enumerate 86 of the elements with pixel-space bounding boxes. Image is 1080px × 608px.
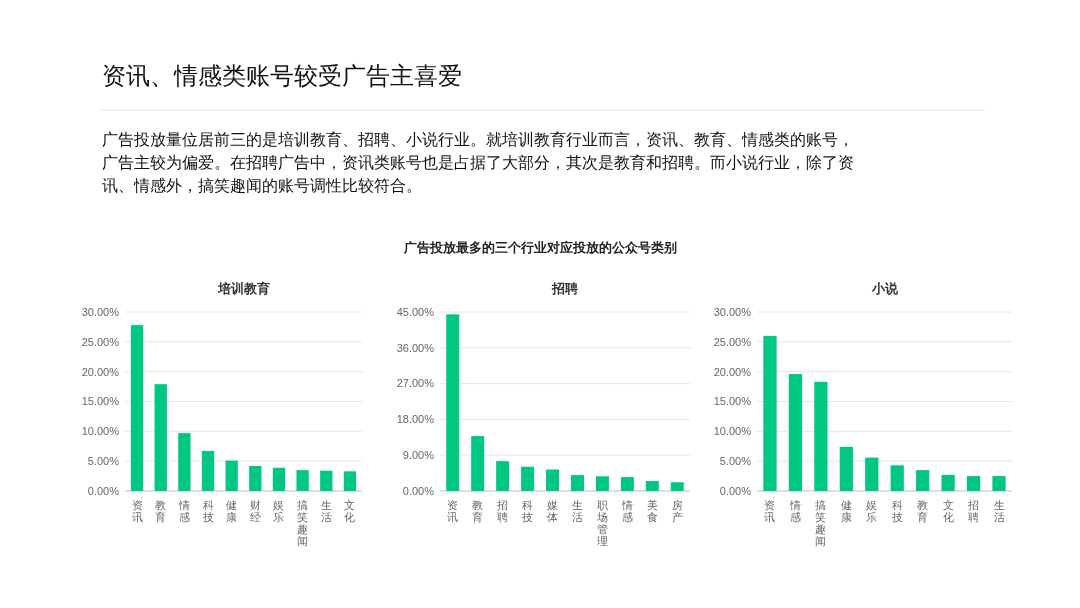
bar — [471, 436, 485, 491]
bar — [249, 465, 262, 491]
x-tick-label: 资讯 — [447, 498, 459, 523]
bar — [763, 335, 777, 491]
y-tick-label: 0.00% — [402, 484, 435, 497]
chart-title: 招聘 — [551, 281, 578, 296]
bar — [570, 475, 584, 491]
bar — [916, 470, 930, 491]
y-tick-label: 25.00% — [81, 335, 120, 348]
text: 广告投放量位居前三的是培训教育、招聘、小说行业。就培训教育行业而言，资讯、教育、情感类的账号，广告主较为偏爱。在招聘广告中，资讯类账号也是占据了大部分，其次是教育和招聘。而小说行业，除了资讯、情感外，搞笑趣闻的账号调性比较符合。 — [102, 131, 854, 194]
bar — [272, 467, 286, 491]
bar — [595, 476, 609, 491]
y-tick-label: 30.00% — [81, 305, 120, 318]
bar — [130, 325, 144, 491]
y-tick-label: 15.00% — [713, 395, 752, 408]
y-tick-label: 9.00% — [402, 449, 435, 462]
x-tick-label: 招聘 — [496, 498, 509, 523]
y-tick-label: 15.00% — [81, 395, 120, 408]
x-tick-label: 资讯 — [131, 498, 143, 523]
x-tick-label: 搞笑趣闻 — [297, 498, 309, 548]
bar — [620, 477, 634, 491]
bar — [201, 451, 215, 491]
y-tick-label: 5.00% — [719, 455, 752, 468]
text: 资讯、情感类账号较受广告主喜爱 — [102, 62, 462, 89]
y-tick-label: 5.00% — [87, 455, 120, 468]
x-tick-label: 文化 — [942, 498, 954, 523]
bar — [966, 476, 981, 491]
x-tick-label: 资讯 — [764, 498, 776, 523]
bar — [941, 474, 955, 491]
y-tick-label: 18.00% — [396, 413, 435, 426]
y-tick-label: 27.00% — [396, 377, 435, 390]
bar — [865, 457, 879, 491]
x-tick-label: 媒体 — [547, 498, 559, 523]
x-tick-label: 科技 — [521, 498, 534, 523]
bar — [343, 471, 357, 491]
y-tick-label: 10.00% — [713, 425, 752, 438]
x-tick-label: 科技 — [201, 498, 214, 523]
x-tick-label: 情感 — [177, 498, 190, 523]
x-tick-label: 财经 — [249, 498, 261, 523]
bar — [890, 465, 904, 491]
x-tick-label: 情感 — [620, 498, 633, 523]
y-tick-label: 45.00% — [396, 305, 435, 318]
x-tick-label: 科技 — [890, 498, 903, 523]
bar — [446, 314, 460, 491]
y-tick-label: 25.00% — [713, 335, 752, 348]
bar — [839, 446, 853, 491]
chart-title: 培训教育 — [216, 281, 270, 296]
bar — [521, 466, 535, 491]
bar — [814, 381, 828, 491]
y-tick-label: 0.00% — [87, 484, 120, 497]
x-tick-label: 美食 — [646, 498, 658, 523]
bar — [496, 461, 510, 491]
x-tick-label: 招聘 — [967, 498, 980, 523]
x-tick-label: 情感 — [788, 498, 801, 523]
x-tick-label: 房产 — [671, 498, 683, 523]
text: 广告投放最多的三个行业对应投放的公众号类别 — [402, 240, 677, 255]
x-tick-label: 教育 — [472, 498, 484, 523]
bar — [788, 374, 803, 491]
bar — [225, 460, 238, 491]
bar — [178, 433, 191, 491]
bar — [645, 481, 659, 491]
bar — [154, 384, 167, 491]
x-tick-label: 健康 — [226, 498, 238, 523]
bar — [546, 469, 560, 491]
y-tick-label: 20.00% — [81, 365, 120, 378]
x-tick-label: 娱乐 — [273, 498, 285, 523]
x-tick-label: 搞笑趣闻 — [815, 498, 827, 548]
x-tick-label: 教育 — [917, 498, 929, 523]
chart-title: 小说 — [870, 281, 899, 296]
y-tick-label: 36.00% — [396, 341, 435, 354]
y-tick-label: 10.00% — [81, 425, 120, 438]
bar — [296, 470, 309, 491]
x-tick-label: 职场管理 — [595, 498, 608, 548]
y-tick-label: 20.00% — [713, 365, 752, 378]
x-tick-label: 生活 — [320, 498, 332, 523]
bar — [670, 482, 684, 491]
x-tick-label: 生活 — [571, 498, 583, 523]
bar — [992, 476, 1006, 491]
x-tick-label: 文化 — [344, 498, 356, 523]
y-tick-label: 30.00% — [713, 305, 752, 318]
x-tick-label: 生活 — [993, 498, 1005, 523]
y-tick-label: 0.00% — [719, 484, 752, 497]
bar — [320, 470, 333, 491]
x-tick-label: 娱乐 — [866, 498, 878, 523]
x-tick-label: 健康 — [840, 498, 852, 523]
x-tick-label: 教育 — [155, 498, 167, 523]
